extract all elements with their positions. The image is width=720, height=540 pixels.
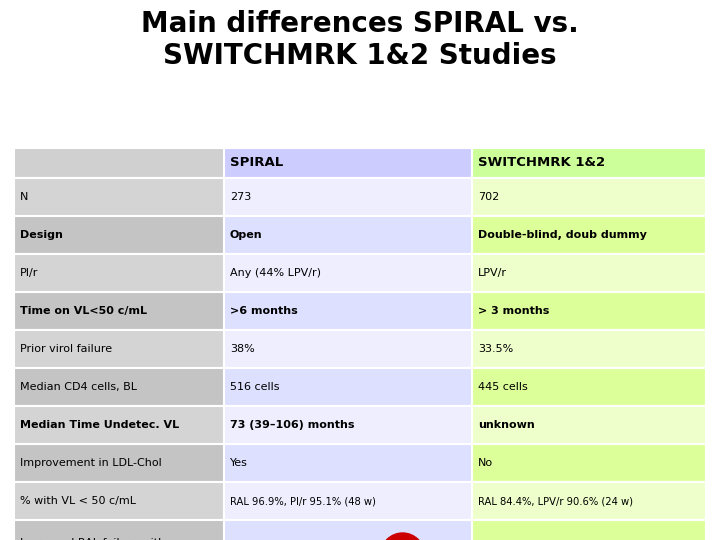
Bar (14, 292, 224, 330)
Text: SPIRAL: SPIRAL (230, 157, 283, 170)
Text: Increased RAL failure with
prior VF and not being on the
1st ART: Increased RAL failure with prior VF and … (20, 538, 184, 540)
Bar (472, 330, 706, 368)
Text: Time on VL<50 c/mL: Time on VL<50 c/mL (20, 306, 147, 316)
Text: Double-blind, doub dummy: Double-blind, doub dummy (478, 230, 647, 240)
Bar (224, 178, 472, 216)
Circle shape (381, 533, 425, 540)
Bar (14, 444, 224, 482)
Text: PI/r: PI/r (20, 268, 38, 278)
Text: 445 cells: 445 cells (478, 382, 528, 392)
Bar (472, 216, 706, 254)
Bar (472, 292, 706, 330)
Bar (472, 406, 706, 444)
Text: 516 cells: 516 cells (230, 382, 279, 392)
Text: No: No (478, 458, 493, 468)
Bar (472, 444, 706, 482)
Text: Main differences SPIRAL vs.
SWITCHMRK 1&2 Studies: Main differences SPIRAL vs. SWITCHMRK 1&… (141, 10, 579, 70)
Bar (224, 148, 472, 178)
Bar (14, 520, 224, 540)
Text: RAL 96.9%, PI/r 95.1% (48 w): RAL 96.9%, PI/r 95.1% (48 w) (230, 496, 376, 506)
Bar (224, 330, 472, 368)
Bar (14, 178, 224, 216)
Bar (14, 482, 224, 520)
Text: Any (44% LPV/r): Any (44% LPV/r) (230, 268, 321, 278)
Text: N: N (20, 192, 28, 202)
Text: SWITCHMRK 1&2: SWITCHMRK 1&2 (478, 157, 605, 170)
Bar (472, 520, 706, 540)
Text: 273: 273 (230, 192, 251, 202)
Bar (224, 216, 472, 254)
Bar (14, 148, 224, 178)
Bar (224, 368, 472, 406)
Text: RAL 84.4%, LPV/r 90.6% (24 w): RAL 84.4%, LPV/r 90.6% (24 w) (478, 496, 633, 506)
Text: 33.5%: 33.5% (478, 344, 513, 354)
Text: 73 (39–106) months: 73 (39–106) months (230, 420, 354, 430)
Bar (472, 482, 706, 520)
Bar (14, 368, 224, 406)
Text: > 3 months: > 3 months (478, 306, 549, 316)
Bar (472, 178, 706, 216)
Bar (224, 520, 472, 540)
Text: Open: Open (230, 230, 263, 240)
Text: Yes: Yes (230, 458, 248, 468)
Bar (14, 330, 224, 368)
Text: 38%: 38% (230, 344, 255, 354)
Bar (14, 216, 224, 254)
Bar (224, 254, 472, 292)
Text: unknown: unknown (478, 420, 535, 430)
Bar (224, 406, 472, 444)
Bar (224, 482, 472, 520)
Text: LPV/r: LPV/r (478, 268, 507, 278)
Text: Prior virol failure: Prior virol failure (20, 344, 112, 354)
Bar (472, 368, 706, 406)
Bar (14, 254, 224, 292)
Text: Improvement in LDL-Chol: Improvement in LDL-Chol (20, 458, 162, 468)
Text: Design: Design (20, 230, 63, 240)
Bar (14, 406, 224, 444)
Bar (472, 148, 706, 178)
Text: >6 months: >6 months (230, 306, 298, 316)
Bar (472, 254, 706, 292)
Text: Median CD4 cells, BL: Median CD4 cells, BL (20, 382, 137, 392)
Bar (224, 292, 472, 330)
Text: 702: 702 (478, 192, 499, 202)
Bar (224, 444, 472, 482)
Text: Median Time Undetec. VL: Median Time Undetec. VL (20, 420, 179, 430)
Text: % with VL < 50 c/mL: % with VL < 50 c/mL (20, 496, 136, 506)
